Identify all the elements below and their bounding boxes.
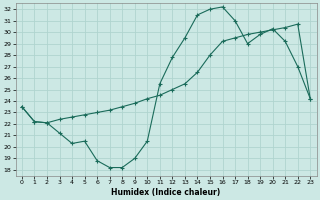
X-axis label: Humidex (Indice chaleur): Humidex (Indice chaleur) — [111, 188, 221, 197]
